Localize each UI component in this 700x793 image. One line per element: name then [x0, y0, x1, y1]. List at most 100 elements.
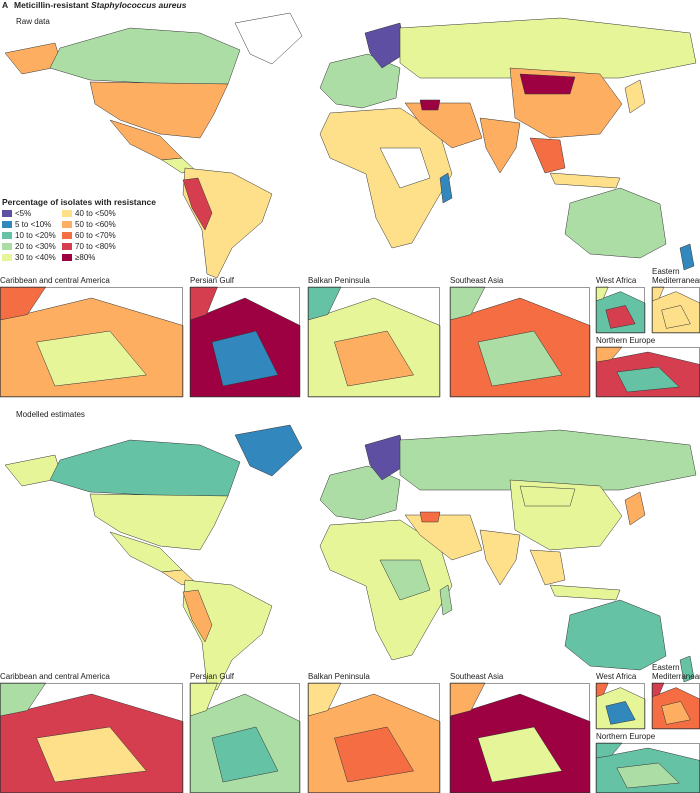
inset-land	[334, 330, 415, 387]
inset-title: Balkan Peninsula	[308, 276, 370, 285]
legend-title: Percentage of isolates with resistance	[2, 197, 157, 207]
legend-swatch	[62, 210, 72, 217]
country	[4, 454, 63, 487]
country	[404, 514, 483, 561]
country	[564, 187, 667, 259]
country	[89, 81, 229, 139]
country	[4, 42, 63, 75]
legend-label: 5 to <10%	[15, 220, 52, 229]
inset-land	[211, 330, 279, 387]
country	[529, 137, 566, 174]
country	[549, 584, 621, 601]
country	[439, 584, 453, 616]
legend-label: 50 to <60%	[75, 220, 116, 229]
inset-land	[651, 286, 665, 302]
country	[364, 434, 407, 481]
inset-land	[189, 286, 218, 321]
inset-land	[661, 305, 691, 329]
inset-title: Persian Gulf	[190, 276, 235, 285]
country	[364, 22, 407, 69]
legend-swatch	[2, 232, 12, 239]
inset-land	[477, 726, 563, 783]
legend-label: 20 to <30%	[15, 242, 56, 251]
legend-label: 40 to <50%	[75, 209, 116, 218]
legend-swatch	[2, 254, 12, 261]
inset-land	[477, 330, 563, 387]
inset-title: Southeast Asia	[450, 276, 504, 285]
inset-land	[595, 346, 623, 363]
title-organism: Staphylococcus aureus	[91, 0, 187, 10]
inset-title: Balkan Peninsula	[308, 672, 370, 681]
inset-land	[36, 726, 147, 783]
inset-land	[0, 286, 47, 321]
country	[419, 99, 441, 111]
country	[479, 529, 521, 586]
inset-land	[189, 682, 218, 717]
country	[439, 172, 453, 204]
country	[49, 439, 241, 497]
figure-title: Meticillin-resistant Staphylococcus aure…	[14, 1, 186, 10]
legend-swatch	[62, 221, 72, 228]
inset-frame	[190, 287, 300, 397]
inset-land	[36, 330, 147, 387]
country	[399, 429, 697, 491]
inset-land	[211, 726, 279, 783]
country	[549, 172, 621, 189]
country	[679, 243, 695, 271]
inset-land	[605, 305, 636, 329]
title-prefix: Meticillin-resistant	[14, 0, 91, 10]
inset-title: Northern Europe	[596, 336, 656, 345]
legend-label: 10 to <20%	[15, 231, 56, 240]
country	[182, 589, 213, 643]
inset-frame	[596, 683, 645, 729]
inset-land	[595, 286, 609, 302]
legend-swatch	[2, 221, 12, 228]
legend-swatch	[62, 232, 72, 239]
inset-land	[616, 762, 680, 789]
inset-frame	[0, 287, 183, 397]
country	[624, 79, 646, 114]
country	[404, 102, 483, 149]
inset-land	[605, 701, 636, 725]
country	[234, 12, 303, 65]
legend-label: 60 to <70%	[75, 231, 116, 240]
inset-title: Eastern Mediterranean	[652, 663, 700, 681]
legend-label: ≥80%	[75, 253, 96, 262]
country	[519, 485, 576, 507]
inset-title: Caribbean and central America	[0, 672, 110, 681]
inset-title: West Africa	[596, 672, 637, 681]
inset-title: Caribbean and central America	[0, 276, 110, 285]
country	[419, 511, 441, 523]
inset-title: Northern Europe	[596, 732, 656, 741]
inset-land	[0, 682, 47, 717]
inset-title: West Africa	[596, 276, 637, 285]
inset-land	[661, 701, 691, 725]
inset-title: Persian Gulf	[190, 672, 235, 681]
inset-land	[595, 682, 609, 698]
country	[564, 599, 667, 671]
inset-land	[651, 682, 665, 698]
inset-land	[334, 726, 415, 783]
country	[529, 549, 566, 586]
legend-swatch	[62, 254, 72, 261]
inset-land	[307, 286, 342, 321]
inset-frame	[450, 287, 590, 397]
inset-land	[449, 682, 486, 717]
legend-swatch	[2, 243, 12, 250]
panel-title: Raw data	[16, 17, 50, 26]
inset-land	[595, 742, 623, 759]
country	[399, 17, 697, 79]
panel-title: Modelled estimates	[16, 410, 85, 419]
panel-label: A	[2, 0, 9, 10]
legend-swatch	[62, 243, 72, 250]
inset-title: Eastern Mediterranean	[652, 267, 700, 285]
country	[479, 117, 521, 174]
inset-land	[616, 366, 680, 393]
country	[182, 177, 213, 231]
country	[519, 73, 576, 95]
country	[379, 147, 431, 189]
country	[49, 27, 241, 85]
legend-label: <5%	[15, 209, 32, 218]
